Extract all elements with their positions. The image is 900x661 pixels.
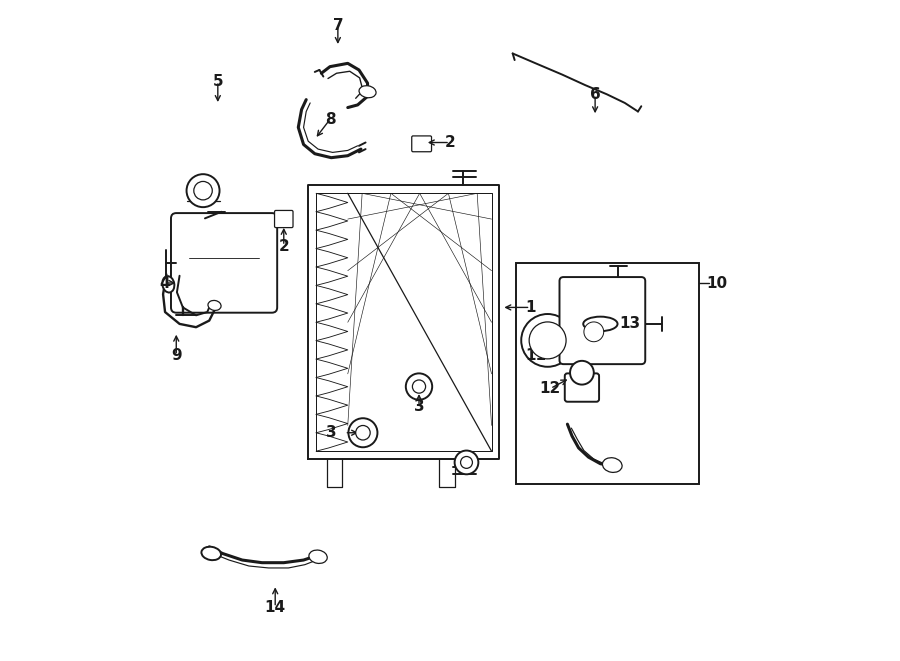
Circle shape	[194, 181, 212, 200]
Text: 9: 9	[171, 348, 182, 363]
Text: 1: 1	[526, 300, 536, 315]
Bar	[516, 262, 699, 484]
FancyBboxPatch shape	[411, 136, 431, 152]
Text: 12: 12	[540, 381, 561, 396]
Text: 4: 4	[159, 276, 170, 290]
Circle shape	[348, 418, 377, 447]
Text: 2: 2	[278, 239, 289, 254]
Ellipse shape	[208, 301, 221, 311]
Text: 7: 7	[333, 19, 343, 33]
FancyBboxPatch shape	[560, 277, 645, 364]
Text: 5: 5	[212, 73, 223, 89]
Circle shape	[584, 322, 604, 342]
Circle shape	[529, 322, 566, 359]
Circle shape	[454, 451, 479, 475]
Text: 3: 3	[414, 399, 424, 414]
Ellipse shape	[602, 457, 622, 473]
Text: 14: 14	[265, 600, 286, 615]
FancyBboxPatch shape	[565, 373, 599, 402]
Text: 2: 2	[445, 135, 455, 150]
Text: 8: 8	[325, 112, 336, 127]
Text: 3: 3	[326, 425, 337, 440]
Text: 11: 11	[526, 348, 546, 363]
Text: 10: 10	[706, 276, 728, 290]
Circle shape	[186, 174, 220, 207]
Ellipse shape	[359, 86, 376, 98]
Text: 13: 13	[619, 317, 640, 331]
Ellipse shape	[583, 317, 617, 331]
FancyBboxPatch shape	[171, 213, 277, 313]
Circle shape	[461, 457, 472, 469]
Circle shape	[412, 380, 426, 393]
Circle shape	[406, 373, 432, 400]
Ellipse shape	[202, 547, 221, 560]
Circle shape	[521, 314, 574, 367]
Ellipse shape	[309, 550, 328, 563]
Circle shape	[570, 361, 594, 385]
FancyBboxPatch shape	[274, 210, 293, 227]
Circle shape	[356, 426, 370, 440]
Ellipse shape	[162, 276, 175, 293]
Text: 6: 6	[590, 87, 600, 102]
